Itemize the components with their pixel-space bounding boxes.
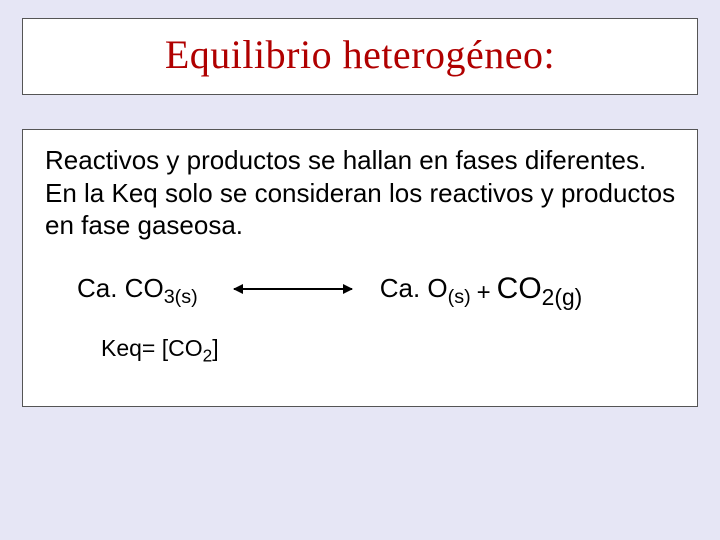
keq-suffix: ] [212,335,218,361]
reactant-sub: 3(s) [164,286,198,308]
plus-sign: + [477,279,491,307]
keq-prefix: Keq= [CO [101,335,203,361]
keq-expression: Keq= [CO2] [45,335,677,367]
product-1: Ca. O(s) [380,273,471,309]
body-line-1: Reactivos y productos se hallan en fases… [45,145,646,175]
equilibrium-arrow-icon [234,288,352,290]
chemical-equation: Ca. CO3(s) Ca. O(s) + CO2(g) [45,272,677,311]
product2-sub: 2(g) [542,284,583,310]
product1-formula: Ca. O [380,273,448,303]
slide-title: Equilibrio heterogéneo: [43,31,677,78]
body-paragraph: Reactivos y productos se hallan en fases… [45,144,677,242]
reactant-1: Ca. CO3(s) [77,273,198,309]
product1-sub: (s) [448,286,471,308]
product2-formula: CO [497,272,542,305]
body-box: Reactivos y productos se hallan en fases… [22,129,698,407]
reactant-formula: Ca. CO [77,273,164,303]
body-line-2: En la Keq solo se consideran los reactiv… [45,178,675,241]
keq-sub: 2 [203,345,213,365]
title-box: Equilibrio heterogéneo: [22,18,698,95]
product-2: CO2(g) [497,272,583,311]
